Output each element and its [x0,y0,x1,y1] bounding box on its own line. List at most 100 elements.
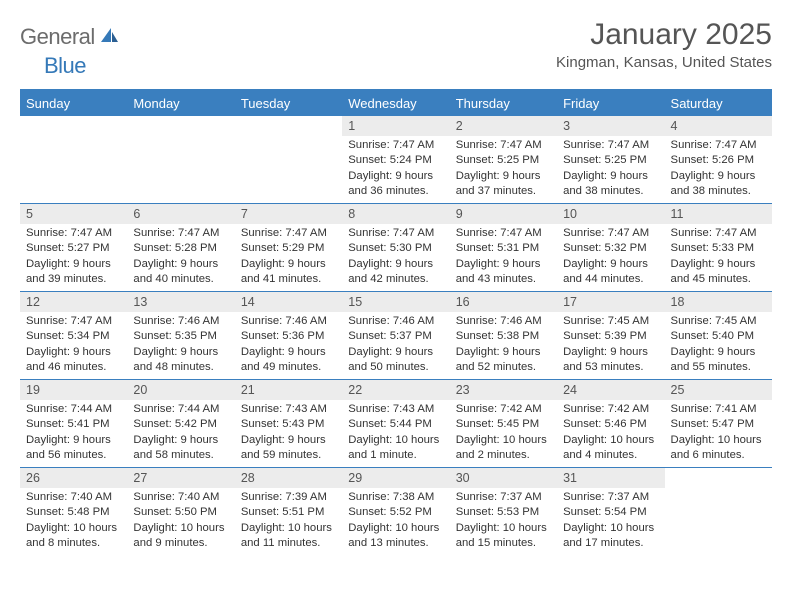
day-cell-body: Sunrise: 7:41 AMSunset: 5:47 PMDaylight:… [665,400,772,468]
day-body: Sunrise: 7:42 AMSunset: 5:46 PMDaylight:… [557,400,664,467]
day-cell-number: 23 [450,380,557,401]
day-body: Sunrise: 7:47 AMSunset: 5:25 PMDaylight:… [557,136,664,203]
day-cell-number [20,116,127,136]
day-cell-body: Sunrise: 7:47 AMSunset: 5:24 PMDaylight:… [342,136,449,204]
day-cell-number: 19 [20,380,127,401]
day-body: Sunrise: 7:47 AMSunset: 5:32 PMDaylight:… [557,224,664,291]
weekday-header-row: Sunday Monday Tuesday Wednesday Thursday… [20,90,772,116]
day-number [20,116,127,136]
week-daynum-row: 262728293031 [20,468,772,489]
day-cell-body: Sunrise: 7:47 AMSunset: 5:34 PMDaylight:… [20,312,127,380]
day-cell-body: Sunrise: 7:42 AMSunset: 5:46 PMDaylight:… [557,400,664,468]
location-text: Kingman, Kansas, United States [556,54,772,71]
week-body-row: Sunrise: 7:40 AMSunset: 5:48 PMDaylight:… [20,488,772,555]
day-cell-number: 7 [235,204,342,225]
week-daynum-row: 1234 [20,116,772,136]
page-title: January 2025 [556,18,772,52]
day-body: Sunrise: 7:47 AMSunset: 5:27 PMDaylight:… [20,224,127,291]
col-sunday: Sunday [20,90,127,116]
day-cell-body: Sunrise: 7:40 AMSunset: 5:50 PMDaylight:… [127,488,234,555]
day-number: 19 [20,380,127,400]
day-cell-body: Sunrise: 7:40 AMSunset: 5:48 PMDaylight:… [20,488,127,555]
day-cell-body: Sunrise: 7:46 AMSunset: 5:37 PMDaylight:… [342,312,449,380]
day-number: 5 [20,204,127,224]
day-number: 21 [235,380,342,400]
day-body: Sunrise: 7:38 AMSunset: 5:52 PMDaylight:… [342,488,449,555]
day-cell-number: 18 [665,292,772,313]
week-daynum-row: 19202122232425 [20,380,772,401]
week-body-row: Sunrise: 7:44 AMSunset: 5:41 PMDaylight:… [20,400,772,468]
day-number: 6 [127,204,234,224]
day-cell-number: 26 [20,468,127,489]
day-cell-body: Sunrise: 7:46 AMSunset: 5:38 PMDaylight:… [450,312,557,380]
col-monday: Monday [127,90,234,116]
day-number: 7 [235,204,342,224]
day-cell-number: 8 [342,204,449,225]
day-cell-body: Sunrise: 7:43 AMSunset: 5:44 PMDaylight:… [342,400,449,468]
day-cell-number: 22 [342,380,449,401]
day-number: 23 [450,380,557,400]
day-cell-body: Sunrise: 7:46 AMSunset: 5:36 PMDaylight:… [235,312,342,380]
day-body: Sunrise: 7:47 AMSunset: 5:30 PMDaylight:… [342,224,449,291]
day-body: Sunrise: 7:45 AMSunset: 5:39 PMDaylight:… [557,312,664,379]
week-body-row: Sunrise: 7:47 AMSunset: 5:24 PMDaylight:… [20,136,772,204]
day-cell-body: Sunrise: 7:44 AMSunset: 5:41 PMDaylight:… [20,400,127,468]
logo-text-2: Blue [44,53,86,79]
day-body: Sunrise: 7:40 AMSunset: 5:50 PMDaylight:… [127,488,234,555]
day-body: Sunrise: 7:47 AMSunset: 5:34 PMDaylight:… [20,312,127,379]
day-number: 27 [127,468,234,488]
day-number: 31 [557,468,664,488]
day-number: 24 [557,380,664,400]
day-body: Sunrise: 7:37 AMSunset: 5:53 PMDaylight:… [450,488,557,555]
day-cell-number: 20 [127,380,234,401]
day-number: 8 [342,204,449,224]
day-cell-body: Sunrise: 7:37 AMSunset: 5:54 PMDaylight:… [557,488,664,555]
day-cell-body: Sunrise: 7:44 AMSunset: 5:42 PMDaylight:… [127,400,234,468]
day-number: 25 [665,380,772,400]
day-cell-body: Sunrise: 7:47 AMSunset: 5:28 PMDaylight:… [127,224,234,292]
day-body: Sunrise: 7:44 AMSunset: 5:41 PMDaylight:… [20,400,127,467]
day-cell-number: 12 [20,292,127,313]
day-cell-number: 30 [450,468,557,489]
day-cell-number: 1 [342,116,449,136]
day-cell-number [127,116,234,136]
day-body: Sunrise: 7:46 AMSunset: 5:38 PMDaylight:… [450,312,557,379]
col-saturday: Saturday [665,90,772,116]
day-cell-number: 17 [557,292,664,313]
day-cell-number: 15 [342,292,449,313]
day-cell-body [235,136,342,204]
col-friday: Friday [557,90,664,116]
day-cell-body: Sunrise: 7:38 AMSunset: 5:52 PMDaylight:… [342,488,449,555]
day-body: Sunrise: 7:46 AMSunset: 5:35 PMDaylight:… [127,312,234,379]
day-cell-body: Sunrise: 7:46 AMSunset: 5:35 PMDaylight:… [127,312,234,380]
day-number: 17 [557,292,664,312]
day-cell-body: Sunrise: 7:39 AMSunset: 5:51 PMDaylight:… [235,488,342,555]
day-number: 9 [450,204,557,224]
day-body: Sunrise: 7:42 AMSunset: 5:45 PMDaylight:… [450,400,557,467]
day-number: 10 [557,204,664,224]
day-number: 26 [20,468,127,488]
day-body: Sunrise: 7:43 AMSunset: 5:43 PMDaylight:… [235,400,342,467]
day-body: Sunrise: 7:44 AMSunset: 5:42 PMDaylight:… [127,400,234,467]
day-cell-number: 9 [450,204,557,225]
day-number: 11 [665,204,772,224]
col-thursday: Thursday [450,90,557,116]
day-cell-body: Sunrise: 7:45 AMSunset: 5:39 PMDaylight:… [557,312,664,380]
col-tuesday: Tuesday [235,90,342,116]
day-cell-number: 2 [450,116,557,136]
day-cell-body: Sunrise: 7:42 AMSunset: 5:45 PMDaylight:… [450,400,557,468]
day-body: Sunrise: 7:46 AMSunset: 5:37 PMDaylight:… [342,312,449,379]
day-cell-body: Sunrise: 7:47 AMSunset: 5:27 PMDaylight:… [20,224,127,292]
day-cell-body: Sunrise: 7:47 AMSunset: 5:25 PMDaylight:… [450,136,557,204]
day-cell-number [235,116,342,136]
day-number: 14 [235,292,342,312]
day-body: Sunrise: 7:43 AMSunset: 5:44 PMDaylight:… [342,400,449,467]
day-body: Sunrise: 7:47 AMSunset: 5:28 PMDaylight:… [127,224,234,291]
day-cell-body: Sunrise: 7:47 AMSunset: 5:31 PMDaylight:… [450,224,557,292]
day-cell-number: 13 [127,292,234,313]
day-number: 28 [235,468,342,488]
day-body: Sunrise: 7:46 AMSunset: 5:36 PMDaylight:… [235,312,342,379]
day-number: 1 [342,116,449,136]
day-number: 15 [342,292,449,312]
day-cell-body: Sunrise: 7:47 AMSunset: 5:29 PMDaylight:… [235,224,342,292]
